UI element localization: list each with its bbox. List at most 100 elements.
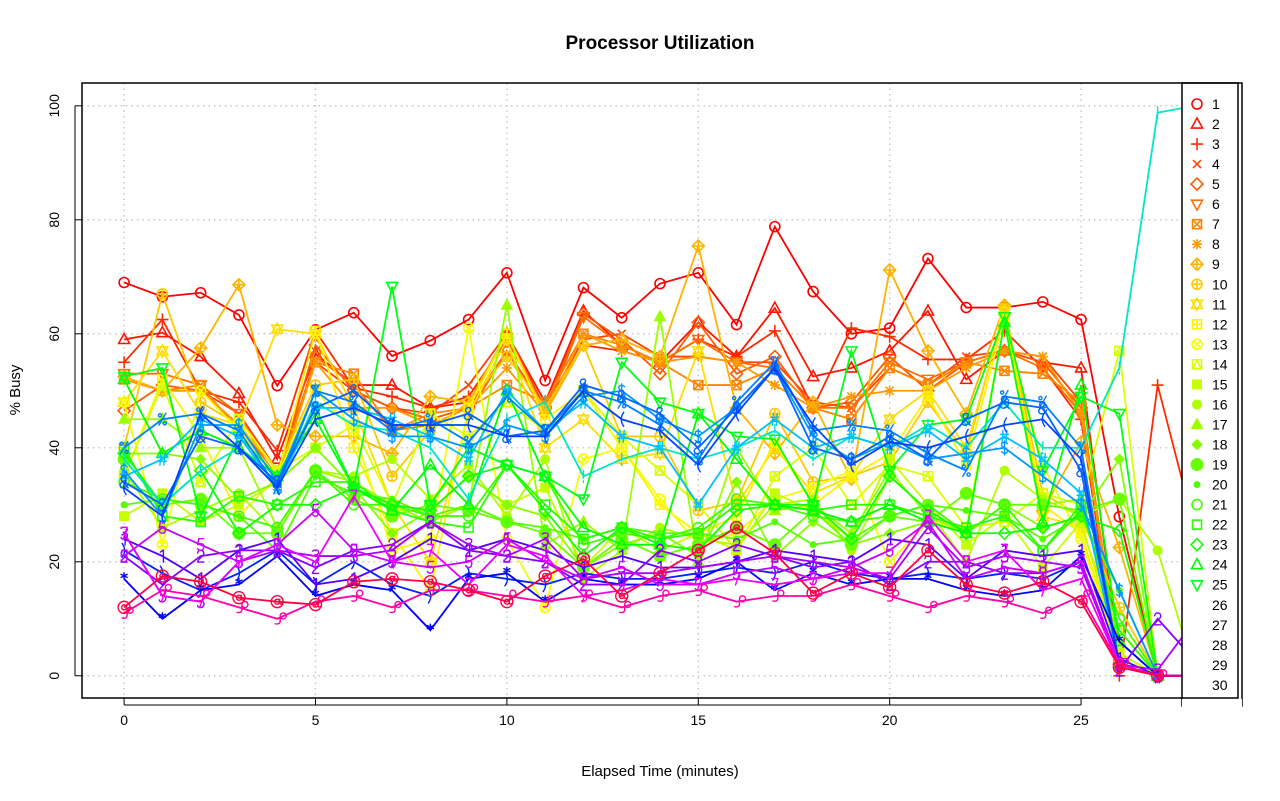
data-point [963,589,976,602]
marker-shape [809,483,818,492]
marker-shape [882,497,897,510]
marker-shape [1038,369,1048,379]
legend-entry: 17 [1190,416,1228,432]
data-point [541,549,549,563]
marker-glyph [1039,468,1047,484]
data-point [733,595,747,608]
data-point [960,301,973,314]
marker-shape [806,499,820,513]
data-point [346,480,361,493]
marker-glyph [693,441,703,455]
data-point [809,555,818,569]
data-point [193,511,208,524]
marker-shape [346,480,361,493]
legend-mask [1182,699,1242,801]
data-point [654,464,666,476]
data-point [385,377,399,390]
series-line [123,224,1196,677]
data-point [806,502,820,516]
marker-glyph [467,417,472,433]
marker-glyph [961,463,971,478]
marker-glyph [615,589,629,603]
data-point [961,412,971,426]
marker-shape [959,525,974,539]
data-point [767,497,782,512]
marker-glyph [619,549,624,563]
marker-glyph [924,509,932,523]
legend-entry: 25 [1190,577,1228,593]
marker-glyph [429,417,434,433]
data-point [501,350,513,363]
marker-glyph [579,572,588,586]
data-point [1003,417,1008,433]
data-point [388,538,396,552]
marker-shape [1191,338,1203,351]
data-point [997,311,1012,325]
marker-shape [692,379,704,391]
marker-glyph [846,429,857,444]
data-point [389,600,402,614]
marker-shape [998,498,1011,511]
legend-symbol [1190,458,1204,472]
data-point [652,366,668,381]
data-point [691,334,706,348]
marker-shape [194,286,207,299]
marker-shape [540,482,551,493]
marker-glyph [616,389,627,404]
marker-shape [999,366,1010,376]
marker-glyph [1038,452,1048,466]
marker-shape [729,431,744,445]
data-point [156,538,169,551]
marker-glyph [1000,560,1009,574]
data-point [309,464,322,477]
marker-shape [385,502,399,516]
legend-symbol [1190,417,1204,429]
legend-entry: 11 [1190,296,1227,312]
data-point [691,543,705,558]
data-point [540,482,551,493]
data-point [120,501,128,509]
data-point [501,267,513,279]
marker-shape [1191,519,1203,530]
marker-shape [806,368,820,382]
marker-shape [540,454,551,465]
data-point [274,612,287,625]
data-point [772,543,777,558]
legend-entry: 27 [1212,617,1228,633]
data-point [270,594,284,609]
marker-shape [1189,176,1205,192]
data-point [729,520,744,535]
data-point [924,515,932,529]
marker-glyph [618,583,626,597]
data-point [309,442,322,454]
data-point [350,411,358,427]
data-point [386,390,399,403]
data-point [235,577,243,586]
legend-entry: 8 [1192,236,1220,252]
marker-shape [233,510,245,522]
marker-glyph [768,546,782,560]
marker-shape [270,451,285,464]
marker-shape [922,470,934,482]
marker-glyph [464,577,473,592]
data-point [850,457,855,473]
marker-glyph [538,569,552,583]
x-tick-label: 25 [1073,712,1089,728]
series-line [123,526,1196,677]
data-point [807,285,819,298]
data-point [998,498,1011,511]
data-point [426,543,435,558]
marker-glyph [159,549,165,563]
marker-glyph [426,560,435,574]
marker-glyph [770,412,780,426]
marker-shape [194,384,207,397]
data-point [691,314,706,328]
data-point [541,555,550,569]
data-point [885,543,894,557]
marker-glyph [464,555,473,569]
marker-shape [1112,408,1127,422]
marker-shape [884,362,895,374]
data-point [197,572,203,586]
marker-shape [1037,545,1049,556]
marker-glyph [925,537,930,552]
